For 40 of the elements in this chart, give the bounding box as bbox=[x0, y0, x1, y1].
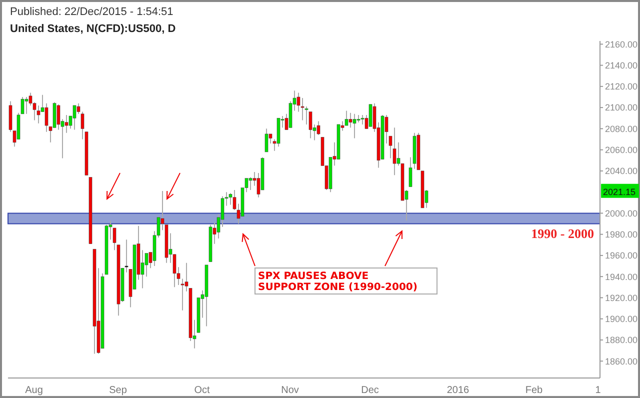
y-tick-label: 2000.00 bbox=[605, 208, 638, 218]
x-tick-label: Nov bbox=[281, 385, 299, 396]
y-tick-label: 1880.00 bbox=[605, 335, 638, 346]
candlestick bbox=[20, 96, 24, 114]
candlestick bbox=[64, 114, 68, 134]
candlestick bbox=[248, 176, 252, 190]
y-tick-label: 1860.00 bbox=[605, 356, 638, 366]
y-tick-label: 2060.00 bbox=[605, 145, 638, 156]
candlestick bbox=[44, 102, 48, 132]
text: Published: 22/Dec/2015 - 1:54:51 bbox=[10, 6, 174, 18]
candlestick bbox=[264, 128, 268, 152]
annotation: 2021.15 bbox=[603, 186, 636, 197]
y-tick-label: 1940.00 bbox=[605, 272, 638, 282]
chart-title: United States, N(CFD):US500, D bbox=[10, 23, 176, 35]
candlestick bbox=[348, 112, 352, 128]
x-tick-label: 1 bbox=[595, 385, 602, 396]
candlestick bbox=[392, 127, 396, 176]
x-tick-label: Dec bbox=[361, 385, 379, 396]
candlestick bbox=[352, 113, 356, 139]
x-tick-label: Sep bbox=[109, 385, 128, 396]
candlestick bbox=[72, 104, 76, 130]
candlestick bbox=[24, 96, 28, 114]
annotation: SPX PAUSES ABOVE SUPPORT ZONE (1990-2000) bbox=[258, 271, 418, 293]
x-tick-label: Oct bbox=[194, 385, 210, 396]
x-tick-label: Aug bbox=[25, 385, 43, 396]
y-tick-label: 2140.00 bbox=[605, 60, 638, 70]
band-label: 1990 - 2000 bbox=[531, 226, 594, 241]
candlestick bbox=[36, 104, 40, 124]
y-tick-label: 2120.00 bbox=[605, 82, 638, 92]
y-tick-label: 1920.00 bbox=[605, 292, 638, 303]
y-tick-label: 1980.00 bbox=[605, 230, 638, 240]
x-tick-label: Feb bbox=[525, 385, 544, 396]
y-tick-label: 2100.00 bbox=[605, 102, 638, 113]
y-tick-label: 1900.00 bbox=[605, 314, 638, 324]
candlestick bbox=[360, 114, 364, 125]
y-tick-label: 2160.00 bbox=[605, 39, 638, 50]
y-tick-label: 2080.00 bbox=[605, 124, 638, 134]
y-tick-label: 1960.00 bbox=[605, 250, 638, 261]
y-tick-label: 2040.00 bbox=[605, 166, 638, 176]
x-tick-label: 2016 bbox=[446, 385, 470, 396]
